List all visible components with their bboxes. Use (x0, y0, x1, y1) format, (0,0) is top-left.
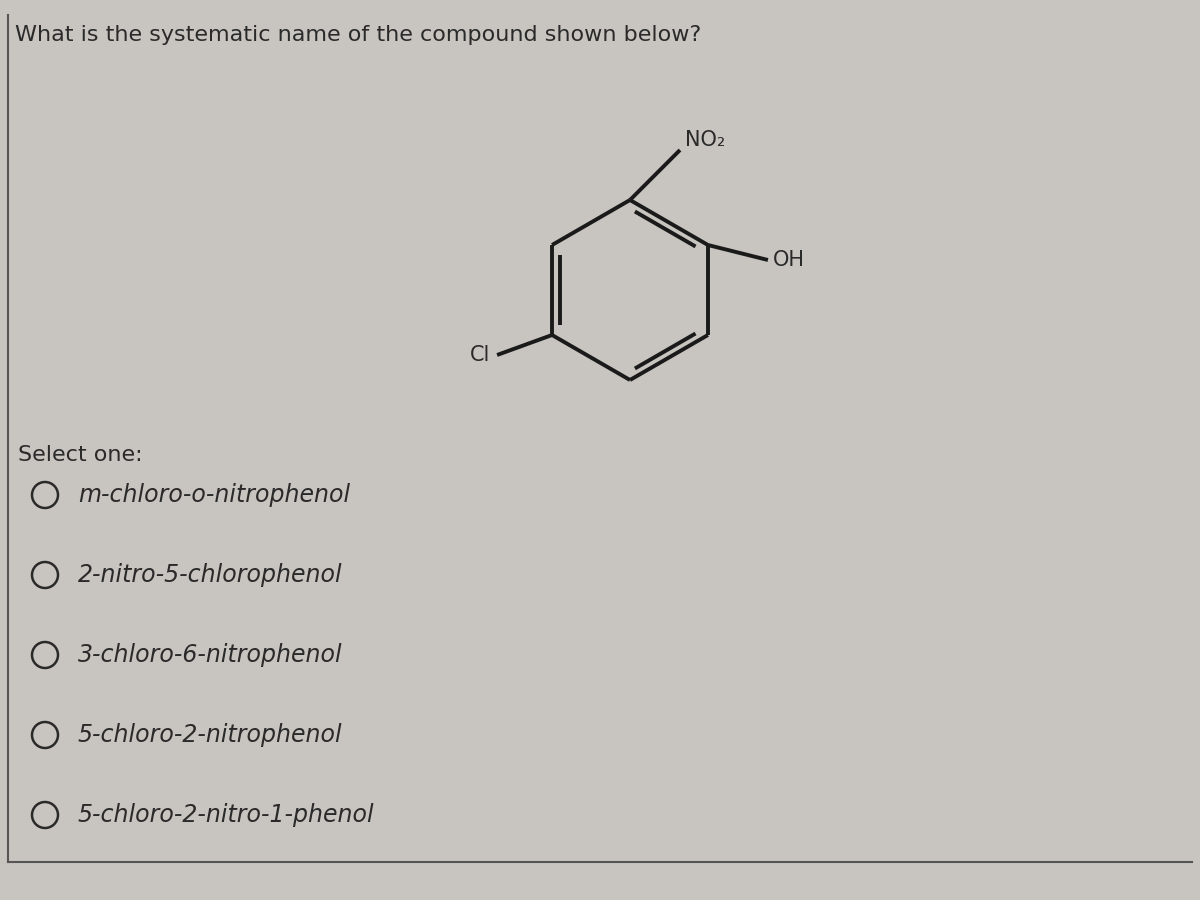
Text: 2-nitro-5-chlorophenol: 2-nitro-5-chlorophenol (78, 563, 343, 587)
Text: m-chloro-o-nitrophenol: m-chloro-o-nitrophenol (78, 483, 350, 507)
Text: OH: OH (773, 250, 805, 270)
Text: 5-chloro-2-nitro-1-phenol: 5-chloro-2-nitro-1-phenol (78, 803, 374, 827)
Text: 5-chloro-2-nitrophenol: 5-chloro-2-nitrophenol (78, 723, 343, 747)
Text: NO₂: NO₂ (685, 130, 725, 150)
Text: 3-chloro-6-nitrophenol: 3-chloro-6-nitrophenol (78, 643, 343, 667)
Text: Cl: Cl (469, 345, 490, 365)
Text: Select one:: Select one: (18, 445, 143, 465)
Text: What is the systematic name of the compound shown below?: What is the systematic name of the compo… (14, 25, 701, 45)
